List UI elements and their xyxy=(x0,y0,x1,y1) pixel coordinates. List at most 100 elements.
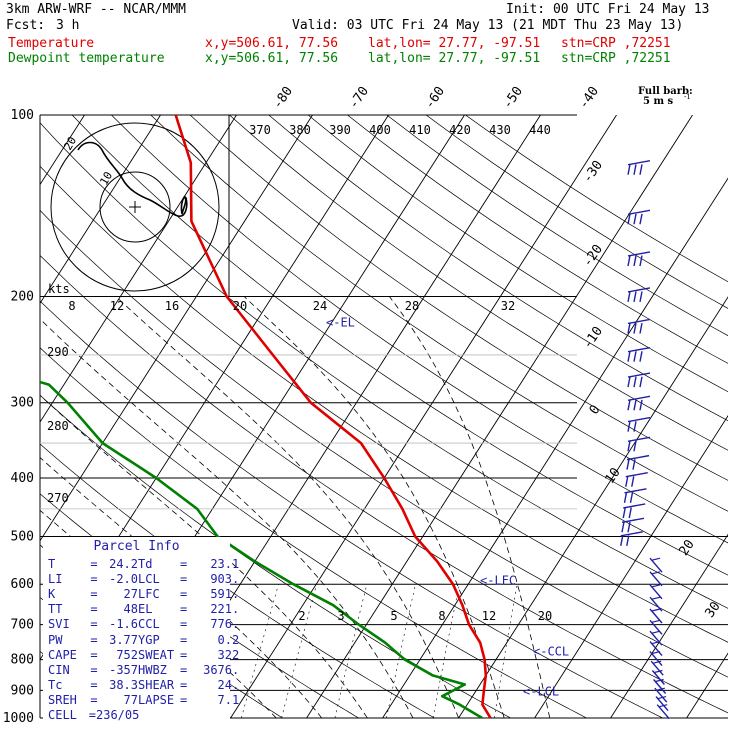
pressure-label: 200 xyxy=(11,290,34,305)
isotherm-label: -30 xyxy=(580,158,606,186)
mixing-ratio-label: 3 xyxy=(337,609,344,623)
parcel-row: T = 24.2 Td = 23.1 xyxy=(43,557,239,572)
sounding-profiles xyxy=(40,115,492,718)
hodograph-ring xyxy=(50,122,220,292)
mixing-ratio-label: 24 xyxy=(313,299,327,313)
isotherm-label: 0 xyxy=(587,402,604,417)
isotherm-line xyxy=(458,296,728,718)
wind-barb-flag xyxy=(627,291,631,303)
wind-barb-flag xyxy=(633,291,637,303)
wind-barb-flag xyxy=(651,557,661,561)
moist-adiabat-line xyxy=(115,296,459,718)
mixing-ratio-line xyxy=(386,584,416,718)
theta-label: 380 xyxy=(289,123,311,137)
mixing-ratio-line xyxy=(494,584,518,718)
dry-adiabat-line xyxy=(189,115,728,481)
parcel-param-name: PW xyxy=(48,632,63,647)
wind-barb-flag xyxy=(639,376,643,388)
wind-barb xyxy=(650,660,664,676)
parcel-equals: = xyxy=(180,557,188,572)
pressure-label: 1000 xyxy=(3,711,34,726)
wind-barb-flag xyxy=(633,322,637,334)
wind-barb-flag xyxy=(627,521,631,533)
parcel-param-name: CIN xyxy=(48,662,70,677)
wind-barb-flag xyxy=(655,678,664,683)
wind-barb-flag xyxy=(627,213,631,225)
parcel-param-name: LI xyxy=(48,572,63,587)
parcel-param-name: K xyxy=(48,587,56,602)
parcel-param-value: 591. xyxy=(210,587,240,602)
wind-barb-flag xyxy=(621,521,625,533)
parcel-param-value: 27 xyxy=(123,587,138,602)
mixing-ratio-label: 12 xyxy=(110,299,124,313)
parcel-param-value: -357 xyxy=(109,662,138,677)
parcel-param-value: 3676. xyxy=(203,662,240,677)
wind-barb-flag xyxy=(639,164,643,175)
fcst-label: Fcst: xyxy=(6,18,46,33)
parcel-param-value: 322 xyxy=(217,647,240,662)
wind-barb-flag xyxy=(627,440,631,452)
parcel-param-value: 3.77 xyxy=(109,632,138,647)
temperature-profile xyxy=(174,115,492,718)
wind-barb-flag xyxy=(633,213,637,225)
isotherm-label: -10 xyxy=(580,324,606,352)
level-marker-label: <-CCL xyxy=(533,645,569,659)
wind-barb xyxy=(627,346,651,353)
wind-barb-flag xyxy=(651,584,661,588)
wind-barb-flag xyxy=(639,399,643,411)
parcel-equals: = xyxy=(180,677,188,692)
wind-barb-flag xyxy=(627,255,631,267)
mixing-ratio-label: 20 xyxy=(538,609,552,623)
wind-barb-flag xyxy=(633,255,637,267)
mixing-ratio-label: 12 xyxy=(482,609,496,623)
wind-barb-flag xyxy=(627,376,631,388)
parcel-equals: = xyxy=(180,632,188,647)
wind-barb-flag xyxy=(656,687,665,691)
parcel-row: K = 27 LFC = 591. xyxy=(43,587,239,602)
wind-barb-flag xyxy=(651,571,661,575)
wind-barb xyxy=(649,596,663,612)
isotherm-label: -70 xyxy=(346,84,372,112)
isotherm-label: -20 xyxy=(580,242,606,270)
wind-barb-flag xyxy=(639,351,643,362)
wind-barb xyxy=(623,503,646,509)
parcel-row: PW = 3.77 YGP = 0.2 xyxy=(43,632,239,648)
parcel-row: SREH = 77 LAPSE = 7.1 xyxy=(43,693,239,708)
moist-adiabat-line xyxy=(389,296,551,718)
parcel-param-value: 38.3 xyxy=(109,677,138,692)
pressure-label: 900 xyxy=(11,683,34,698)
wind-barb-flag xyxy=(632,459,636,470)
barb-key-unit: 5 m s xyxy=(643,96,674,107)
parcel-row: TT = 48 EL = 221. xyxy=(43,602,239,617)
wind-barb-flag xyxy=(633,440,637,452)
parcel-equals: = xyxy=(90,662,98,677)
temp-legend-latlon: lat,lon= 27.77, -97.51 xyxy=(368,36,541,51)
pressure-label: 800 xyxy=(11,653,34,668)
level-marker-label: <-LFC xyxy=(480,573,516,587)
wind-barb xyxy=(649,571,663,587)
parcel-param-name: SWEAT xyxy=(138,647,175,662)
wind-barb-flag xyxy=(633,421,637,432)
isotherm-line xyxy=(382,177,728,718)
wind-barb-flag xyxy=(625,476,629,487)
parcel-equals: = xyxy=(88,708,96,723)
theta-label: 390 xyxy=(329,123,351,137)
parcel-equals: = xyxy=(180,617,188,632)
mixing-ratio-label: 5 xyxy=(390,609,397,623)
hodograph-ring-label: 10 xyxy=(97,170,115,188)
parcel-equals: = xyxy=(90,632,98,647)
fcst-value: 3 h xyxy=(56,18,80,33)
wind-barb-flag xyxy=(651,619,661,623)
wind-barb xyxy=(655,696,669,712)
isotherm-line xyxy=(610,533,728,718)
parcel-equals: = xyxy=(180,602,188,617)
parcel-equals: = xyxy=(180,662,188,677)
wind-barb xyxy=(627,251,651,257)
parcel-param-value: 48 xyxy=(123,602,138,617)
wind-barb xyxy=(620,531,643,537)
isotherm-line xyxy=(306,115,693,718)
wind-barb-flag xyxy=(657,695,667,700)
parcel-param-name: T xyxy=(48,557,56,572)
isotherm-line xyxy=(40,115,237,423)
